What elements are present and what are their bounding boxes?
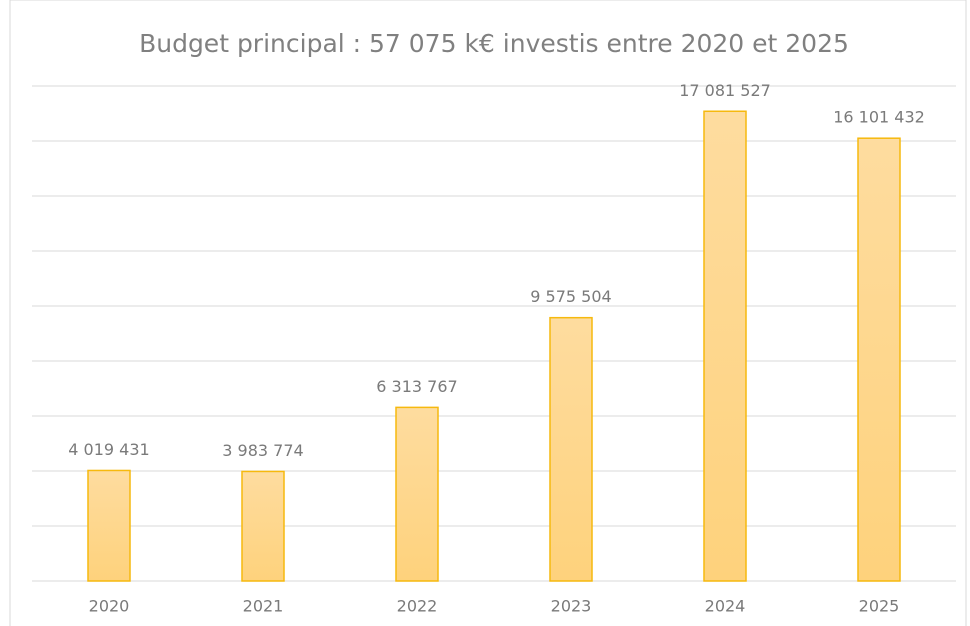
data-label: 6 313 767 <box>376 377 457 396</box>
x-tick-label: 2023 <box>551 597 592 616</box>
bar <box>857 137 901 582</box>
x-tick-label: 2025 <box>859 597 900 616</box>
data-label: 4 019 431 <box>68 440 149 459</box>
x-tick-label: 2020 <box>89 597 130 616</box>
chart-frame <box>9 0 967 626</box>
bar <box>549 316 593 582</box>
x-tick-label: 2021 <box>243 597 284 616</box>
data-label: 16 101 432 <box>833 108 925 127</box>
bar <box>241 470 285 582</box>
chart-title: Budget principal : 57 075 k€ investis en… <box>139 29 849 58</box>
x-tick-label: 2022 <box>397 597 438 616</box>
data-label: 9 575 504 <box>530 287 611 306</box>
data-label: 17 081 527 <box>679 81 771 100</box>
bar <box>703 110 747 582</box>
x-tick-label: 2024 <box>705 597 746 616</box>
bar <box>395 406 439 582</box>
data-label: 3 983 774 <box>222 441 303 460</box>
bar <box>87 469 131 582</box>
